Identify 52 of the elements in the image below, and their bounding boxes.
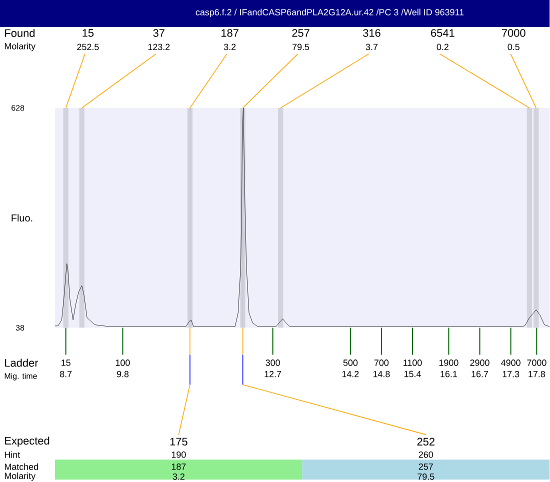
text: 79.5 <box>292 44 310 50</box>
x-tick-label: 14.8 <box>373 371 390 378</box>
text: Molarity <box>4 472 36 481</box>
text: Ladder <box>5 358 38 367</box>
text: 175 <box>170 438 188 446</box>
text: 187 <box>222 29 238 37</box>
text: 190 <box>172 452 186 458</box>
text: 123.2 <box>148 44 170 50</box>
text: 252 <box>417 438 434 446</box>
text: 1100 <box>404 360 422 366</box>
text: 100 <box>116 360 130 366</box>
text: Matched <box>4 463 38 470</box>
text: 0.5 <box>508 44 520 50</box>
text: 700 <box>374 360 389 366</box>
x-tick-label: 16.1 <box>440 371 457 378</box>
text: 6541 <box>431 29 454 37</box>
chart-title: casp6.f.2 / IFandCASP6andPLA2G12A.ur.42 /PC 3 /Well ID 963911 <box>196 8 464 18</box>
text: 3.2 <box>224 44 236 50</box>
text: 252.5 <box>77 44 99 50</box>
text: 37 <box>153 29 164 37</box>
text: Molarity <box>4 42 36 52</box>
text: 0.2 <box>436 44 448 50</box>
text: Hint <box>4 451 20 458</box>
x-tick-label: 16.7 <box>472 371 488 378</box>
text: 15 <box>62 360 70 366</box>
text: 300 <box>266 360 280 366</box>
x-tick-label: 17.3 <box>502 371 520 378</box>
text: 260 <box>418 452 434 458</box>
x-tick-label: 14.2 <box>342 371 359 378</box>
text: 316 <box>363 29 380 37</box>
text: 3.7 <box>366 44 378 50</box>
text: Expected <box>5 436 50 447</box>
text: 3.2 <box>172 474 184 480</box>
text: Found <box>5 29 35 38</box>
text: 15 <box>82 29 94 37</box>
text: 2900 <box>470 360 490 366</box>
x-tick-label: 9.8 <box>116 371 129 378</box>
x-tick-label: 17.8 <box>528 371 546 378</box>
text: 7000 <box>527 360 546 366</box>
text: 257 <box>292 29 310 37</box>
text: 7000 <box>502 29 526 37</box>
text: 4900 <box>501 360 520 366</box>
x-tick-label: 15.4 <box>404 371 421 378</box>
text: 500 <box>343 360 358 366</box>
text: 79.5 <box>418 474 434 480</box>
y-axis-title: Fluo. <box>12 214 32 222</box>
text: 257 <box>418 464 433 470</box>
x-tick-label: 8.7 <box>60 371 72 378</box>
text: 1900 <box>439 360 458 366</box>
x-tick-label: 12.7 <box>264 371 282 378</box>
text: 187 <box>172 464 186 470</box>
line-series <box>54 108 550 327</box>
